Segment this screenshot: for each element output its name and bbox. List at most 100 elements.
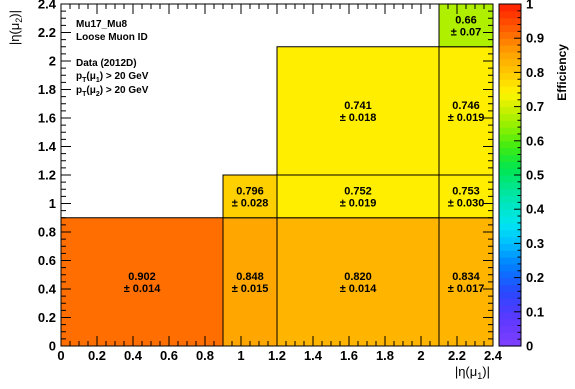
colorbar-swatch [499, 168, 521, 176]
axis-tick-labels: 0 0.2 0.4 0.6 0.8 1 1.2 1.4 1.6 1.8 2 2.2 2.4 0 0.2 0.4… [38, 0, 503, 363]
colorbar-swatch [499, 17, 521, 26]
x-axis-label: |η(μ1)| [455, 364, 490, 381]
colorbar-swatch [499, 216, 521, 224]
axis-ticks [60, 3, 494, 347]
colorbar-swatch [499, 113, 521, 121]
heatmap-cell [276, 46, 440, 176]
colorbar-swatch [499, 4, 521, 12]
colorbar-tick-label: 0.8 [526, 65, 544, 80]
colorbar-tick-label: 1 [526, 0, 533, 12]
heatmap-cell [438, 3, 494, 48]
colorbar-swatch [499, 209, 521, 217]
colorbar-swatch [499, 311, 521, 320]
colorbar-swatch [499, 58, 521, 67]
dataset-label: Data (2012D) [76, 58, 137, 69]
cell-value-label: 0.820 [344, 271, 372, 283]
cell-value-label: 0.752 [344, 185, 372, 197]
colorbar-swatch [499, 120, 521, 128]
y-tick-label: 2.2 [38, 25, 56, 40]
y-tick-label: 0.8 [38, 225, 56, 240]
x-tick-label: 1.4 [304, 348, 323, 363]
pt-cut-mu2-label: pT(μ2) > 20 GeV [76, 85, 149, 98]
cell-error-label: ± 0.07 [451, 26, 482, 38]
colorbar-swatch [499, 154, 521, 162]
colorbar-tick-label: 0.5 [526, 168, 544, 183]
cell-value-label: 0.796 [236, 185, 264, 197]
colorbar-swatch [499, 38, 521, 46]
y-tick-label: 1.8 [38, 82, 56, 97]
colorbar-swatch [499, 257, 521, 265]
colorbar-swatch [499, 65, 521, 73]
colorbar-tick-label: 0.6 [526, 133, 544, 148]
colorbar-swatch [499, 92, 521, 101]
cell-error-label: ± 0.014 [124, 283, 162, 295]
colorbar-swatch [499, 188, 521, 197]
colorbar-swatch [499, 229, 521, 238]
colorbar-swatch [499, 270, 521, 279]
y-tick-label: 1.4 [38, 139, 57, 154]
cell-error-label: ± 0.030 [448, 197, 485, 209]
colorbar-swatch [499, 10, 521, 19]
y-tick-label: 0.4 [38, 282, 57, 297]
x-tick-label: 1.6 [340, 348, 358, 363]
cell-value-label: 0.902 [128, 271, 156, 283]
colorbar-swatch [499, 325, 521, 333]
cell-value-label: 0.66 [455, 14, 476, 26]
y-tick-label: 0.6 [38, 253, 56, 268]
colorbar-swatch [499, 133, 521, 142]
heatmap-cell [276, 174, 440, 219]
colorbar-swatch [499, 277, 521, 286]
heatmap-cell [222, 217, 278, 347]
colorbar-swatch [499, 263, 521, 272]
heatmap-cell [438, 217, 494, 347]
colorbar-swatch [499, 86, 521, 94]
colorbar-tick-label: 0 [526, 339, 533, 354]
y-tick-label: 2.4 [38, 0, 57, 12]
colorbar-swatch [499, 45, 521, 53]
colorbar-swatch [499, 140, 521, 149]
x-tick-label: 1 [237, 348, 244, 363]
colorbar-swatch [499, 243, 521, 251]
y-tick-label: 1.6 [38, 111, 56, 126]
x-tick-label: 0.6 [160, 348, 178, 363]
x-tick-label: 0.2 [88, 348, 106, 363]
colorbar-swatch [499, 79, 521, 87]
cell-value-label: 0.834 [452, 271, 480, 283]
trigger-label: Mu17_Mu8 [76, 19, 128, 30]
colorbar-swatch [499, 339, 521, 347]
cell-error-label: ± 0.015 [232, 283, 269, 295]
cell-value-label: 0.753 [452, 185, 480, 197]
muon-id-label: Loose Muon ID [76, 32, 148, 43]
colorbar-swatch [499, 318, 521, 327]
colorbar-swatch [499, 284, 521, 292]
y-tick-label: 0.2 [38, 310, 56, 325]
colorbar-label: Efficiency [555, 44, 569, 101]
colorbar-swatch [499, 24, 521, 32]
colorbar-tick-label: 0.2 [526, 270, 544, 285]
colorbar-tick-label: 0.1 [526, 304, 544, 319]
colorbar-swatch [499, 127, 521, 135]
colorbar-tick-label: 0.4 [526, 202, 545, 217]
cell-value-label: 0.848 [236, 271, 264, 283]
colorbar-swatch [499, 291, 521, 299]
pt-cut-mu1-label: pT(μ1) > 20 GeV [76, 71, 149, 84]
colorbar-swatch [499, 181, 521, 190]
colorbar-swatch [499, 250, 521, 258]
colorbar-swatch [499, 195, 521, 203]
x-tick-label: 1.2 [268, 348, 286, 363]
cell-error-label: ± 0.019 [340, 197, 377, 209]
colorbar-swatch [499, 99, 521, 108]
x-tick-label: 2 [417, 348, 424, 363]
colorbar-swatch [499, 147, 521, 156]
colorbar-swatch [499, 298, 521, 306]
colorbar-swatch [499, 202, 521, 210]
colorbar-ticks: 0 0.1 0.2 0.3 0.4 0.5 0.6 0.7 0.8 0.9 1 [514, 0, 545, 354]
colorbar-tick-label: 0.7 [526, 99, 544, 114]
heatmap-cell [222, 174, 278, 219]
cell-error-label: ± 0.028 [232, 197, 269, 209]
heatmap-cell [438, 46, 494, 176]
y-tick-label: 2 [49, 54, 56, 69]
cell-error-label: ± 0.019 [448, 112, 485, 124]
cell-value-label: 0.746 [452, 100, 480, 112]
